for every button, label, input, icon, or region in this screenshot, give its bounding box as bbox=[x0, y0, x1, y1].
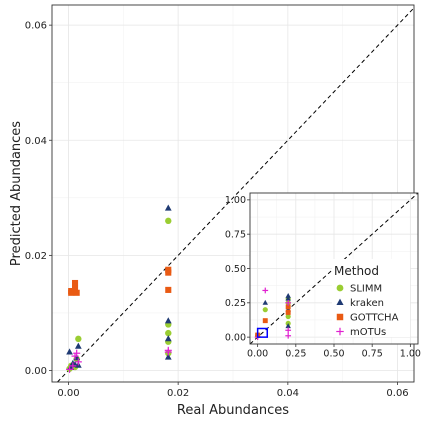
data-point-square bbox=[285, 309, 291, 315]
legend-title: Method bbox=[334, 264, 379, 278]
reference-line-y-equals-x bbox=[57, 7, 414, 382]
data-point-triangle bbox=[262, 299, 269, 305]
inset-panel: 0.00 0.25 0.50 0.75 1.00 0.00 0.25 0.50 0.75 1.00… bbox=[225, 192, 421, 360]
x-tick-label: 0.25 bbox=[285, 349, 306, 360]
data-point-triangle bbox=[285, 323, 291, 329]
x-tick-label: 0.04 bbox=[277, 388, 299, 399]
data-point-triangle bbox=[164, 317, 172, 324]
x-tick-label: 0.00 bbox=[57, 388, 79, 399]
x-tick-label: 0.06 bbox=[386, 388, 408, 399]
legend-item-label: GOTTCHA bbox=[350, 313, 399, 324]
plot-content bbox=[57, 7, 414, 382]
series-motus bbox=[66, 346, 172, 373]
data-point-triangle bbox=[66, 348, 73, 355]
data-point-triangle bbox=[74, 342, 82, 349]
legend-item-gottcha: GOTTCHA bbox=[336, 313, 399, 324]
data-point-triangle bbox=[164, 353, 172, 360]
data-point-plus bbox=[164, 348, 172, 356]
data-point-square bbox=[71, 279, 79, 287]
plot-border bbox=[249, 192, 419, 345]
y-tick-label: 0.75 bbox=[225, 230, 246, 241]
data-point-plus bbox=[285, 299, 292, 306]
data-point-triangle bbox=[285, 295, 291, 301]
zoom-region-box bbox=[256, 327, 269, 338]
data-point-triangle bbox=[164, 335, 172, 342]
y-tick-label: 0.06 bbox=[25, 21, 47, 32]
legend-item-label: mOTUs bbox=[350, 327, 386, 338]
data-point-plus bbox=[74, 358, 82, 366]
legend-item-motus: mOTUs bbox=[336, 327, 386, 338]
data-point-circle bbox=[285, 313, 291, 320]
data-point-square bbox=[262, 318, 268, 324]
data-point-plus bbox=[69, 362, 77, 370]
data-point-square bbox=[71, 285, 79, 292]
legend-item-label: kraken bbox=[350, 298, 384, 309]
data-point-plus bbox=[66, 365, 74, 373]
data-point-plus bbox=[73, 349, 81, 357]
legend-background bbox=[332, 259, 410, 337]
x-tick-label: 0.00 bbox=[247, 349, 268, 360]
y-tick-label: 0.00 bbox=[225, 332, 246, 343]
legend-item-slimm: SLIMM bbox=[336, 284, 382, 295]
data-point-square bbox=[165, 286, 172, 293]
data-point-circle bbox=[75, 335, 82, 343]
y-tick-label: 0.50 bbox=[225, 264, 246, 275]
data-point-square bbox=[165, 269, 172, 276]
x-tick-label: 0.50 bbox=[323, 349, 344, 360]
data-point-circle bbox=[262, 307, 268, 313]
data-point-square bbox=[68, 288, 75, 295]
x-tick-label: 0.02 bbox=[167, 388, 189, 399]
data-point-square bbox=[336, 313, 344, 321]
y-axis-label: Predicted Abundances bbox=[9, 121, 24, 266]
data-point-circle bbox=[165, 329, 172, 337]
y-tick-label: 0.04 bbox=[25, 136, 47, 147]
x-tick-label: 0.75 bbox=[362, 349, 383, 360]
data-point-plus bbox=[285, 327, 292, 334]
data-point-square bbox=[73, 289, 80, 296]
data-point-triangle bbox=[336, 298, 344, 306]
data-point-plus bbox=[336, 327, 344, 336]
data-point-square bbox=[285, 304, 291, 310]
data-point-circle bbox=[336, 284, 344, 292]
legend: Method SLIMM kraken GOTTCHA mOTUs bbox=[332, 259, 410, 338]
y-tick-label: 1.00 bbox=[225, 195, 246, 206]
series-gottcha bbox=[68, 266, 172, 296]
legend-item-label: SLIMM bbox=[350, 284, 382, 295]
x-axis-label: Real Abundances bbox=[177, 403, 289, 418]
x-tick-label: 1.00 bbox=[400, 349, 421, 360]
data-point-triangle bbox=[285, 292, 291, 298]
data-point-plus bbox=[285, 332, 292, 339]
y-tick-label: 0.00 bbox=[25, 366, 47, 377]
data-point-circle bbox=[165, 217, 172, 225]
data-point-plus bbox=[262, 287, 269, 294]
y-tick-label: 0.02 bbox=[25, 251, 47, 262]
y-tick-label: 0.25 bbox=[225, 298, 246, 309]
legend-item-kraken: kraken bbox=[336, 298, 384, 309]
data-point-triangle bbox=[164, 204, 172, 211]
